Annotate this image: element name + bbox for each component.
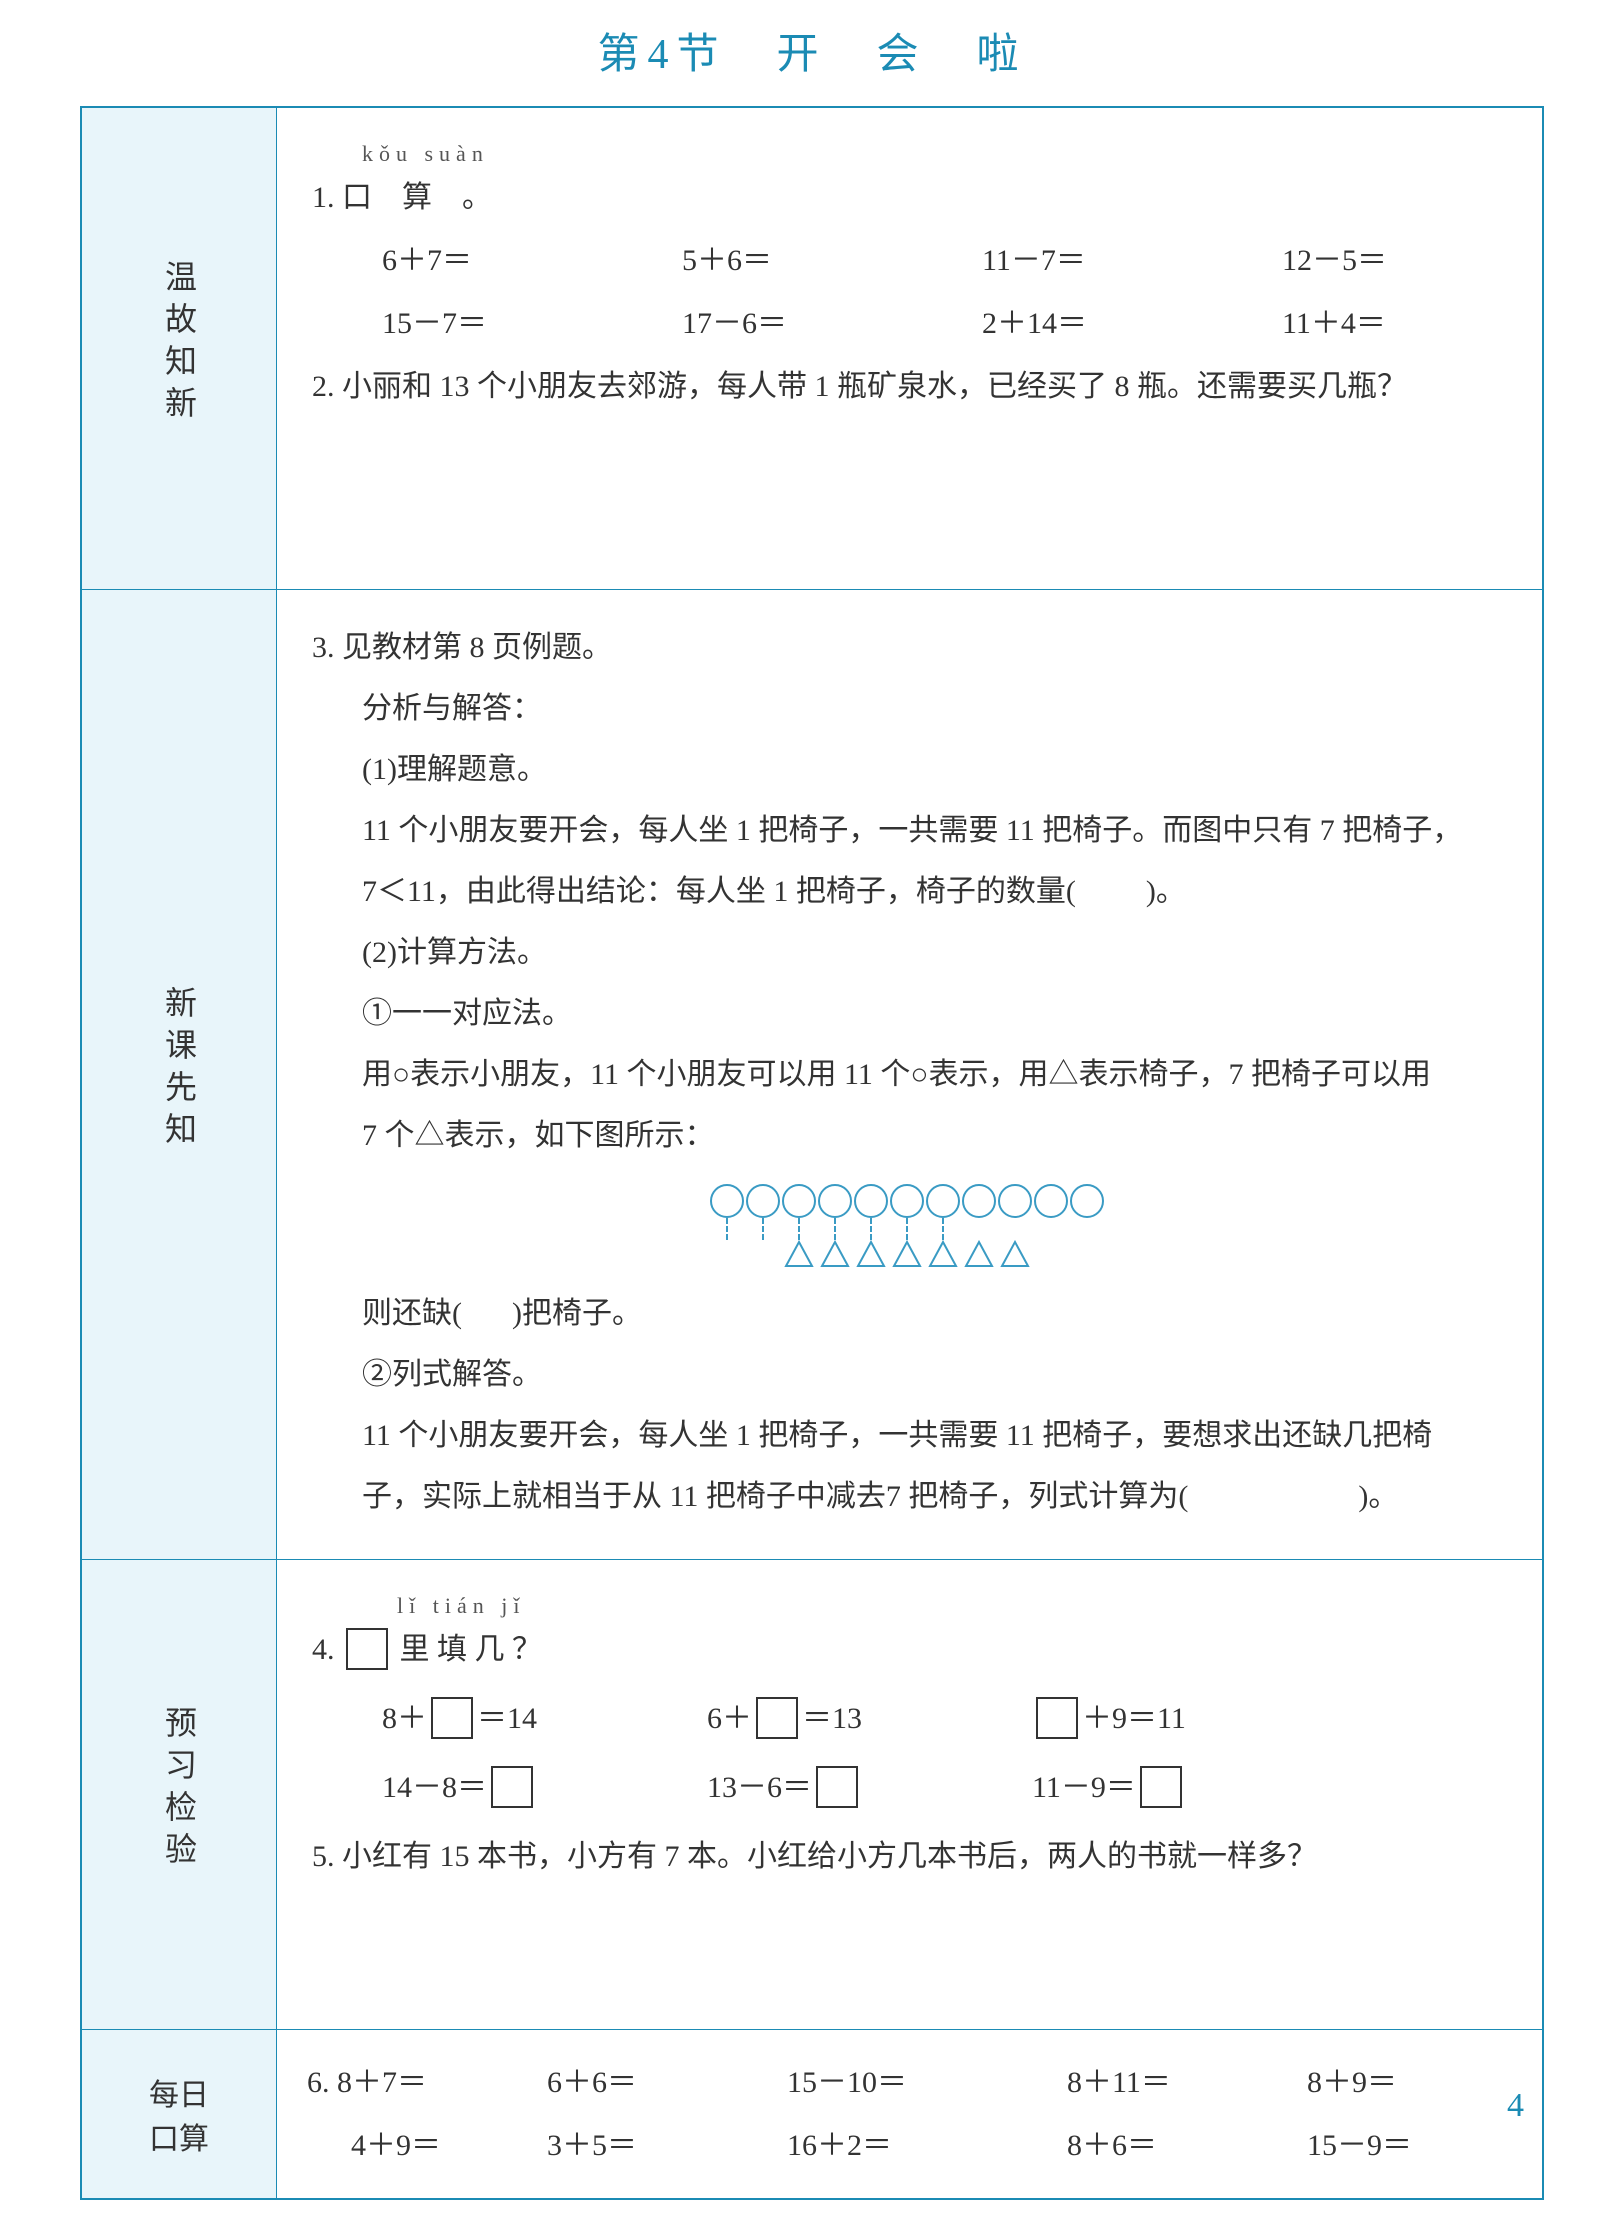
m1-line2: 7 个△表示，如下图所示：	[362, 1107, 1512, 1164]
eq: 16＋2＝	[787, 2117, 1027, 2174]
eq: 6＋7＝	[382, 232, 602, 289]
connector	[1034, 1218, 1068, 1240]
m1-line1: 用○表示小朋友，11 个小朋友可以用 11 个○表示，用△表示椅子，7 把椅子可…	[362, 1046, 1512, 1103]
m1-conclude: 则还缺()把椅子。	[362, 1285, 1512, 1342]
q4-title: 4. 里 填 几 ？	[312, 1621, 1512, 1678]
section-label-4: 每日 口算	[81, 2029, 277, 2199]
eq: 8＋6＝	[1067, 2117, 1267, 2174]
eq: 3＋5＝	[547, 2117, 747, 2174]
blank-box	[1036, 1697, 1078, 1739]
triangle-icon	[854, 1240, 888, 1270]
eq: 6＋6＝	[547, 2054, 747, 2111]
blank-box	[431, 1697, 473, 1739]
q1-row-2: 15－7＝ 17－6＝ 2＋14＝ 11＋4＝	[382, 295, 1512, 352]
fill-eq: 8＋＝14	[382, 1690, 537, 1747]
connect-row	[302, 1218, 1512, 1240]
q1-row-1: 6＋7＝ 5＋6＝ 11－7＝ 12－5＝	[382, 232, 1512, 289]
p1-line2: 7＜11，由此得出结论：每人坐 1 把椅子，椅子的数量()。	[362, 863, 1512, 920]
section-1-content: kǒu suàn 1. 口 算 。 6＋7＝ 5＋6＝ 11－7＝ 12－5＝ …	[277, 107, 1544, 589]
q3-title: 3. 见教材第 8 页例题。	[312, 619, 1512, 676]
triangle-icon	[782, 1240, 816, 1270]
eq: 8＋9＝	[1307, 2054, 1507, 2111]
p2-label: (2)计算方法。	[362, 924, 1512, 981]
section-3-content: lǐ tián jǐ 4. 里 填 几 ？ 8＋＝14 6＋＝13 ＋9＝11 …	[277, 1559, 1544, 2029]
circle-icon	[782, 1184, 816, 1218]
triangle-icon	[818, 1240, 852, 1270]
m2-line1: 11 个小朋友要开会，每人坐 1 把椅子，一共需要 11 把椅子，要想求出还缺几…	[362, 1407, 1512, 1464]
connector	[998, 1218, 1032, 1240]
connector	[746, 1218, 780, 1240]
circle-icon	[962, 1184, 996, 1218]
triangle-icon	[962, 1240, 996, 1270]
circle-icon	[890, 1184, 924, 1218]
section-label-1: 温故知新	[81, 107, 277, 589]
analysis-label: 分析与解答：	[362, 680, 1512, 737]
connector	[926, 1218, 960, 1240]
eq: 2＋14＝	[982, 295, 1202, 352]
triangle-icon	[890, 1240, 924, 1270]
blank-box	[756, 1697, 798, 1739]
eq: 17－6＝	[682, 295, 902, 352]
eq: 15－10＝	[787, 2054, 1027, 2111]
triangle-icon	[926, 1240, 960, 1270]
circle-icon	[818, 1184, 852, 1218]
q1-title: 1. 口 算 。	[312, 169, 1512, 226]
circle-icon	[998, 1184, 1032, 1218]
connector	[782, 1218, 816, 1240]
eq: 11－7＝	[982, 232, 1202, 289]
circle-icon	[1070, 1184, 1104, 1218]
fill-eq: 11－9＝	[1032, 1759, 1186, 1816]
eq: 8＋11＝	[1067, 2054, 1267, 2111]
box-icon	[346, 1628, 388, 1670]
m1-label: ①一一对应法。	[362, 985, 1512, 1042]
m2-label: ②列式解答。	[362, 1346, 1512, 1403]
section-4-content: 6. 8＋7＝ 6＋6＝ 15－10＝ 8＋11＝ 8＋9＝ 4＋9＝ 3＋5＝…	[277, 2029, 1544, 2199]
fill-eq: 6＋＝13	[707, 1690, 862, 1747]
q6-row-2: 4＋9＝ 3＋5＝ 16＋2＝ 8＋6＝ 15－9＝	[351, 2117, 1522, 2174]
circle-icon	[854, 1184, 888, 1218]
triangle-icon	[998, 1240, 1032, 1270]
eq: 11＋4＝	[1282, 295, 1502, 352]
blank-box	[1140, 1766, 1182, 1808]
eq: 4＋9＝	[351, 2117, 507, 2174]
circle-icon	[926, 1184, 960, 1218]
connector	[962, 1218, 996, 1240]
fill-eq: ＋9＝11	[1032, 1690, 1186, 1747]
circle-icon	[746, 1184, 780, 1218]
section-label-2: 新课先知	[81, 589, 277, 1559]
q2-text: 2. 小丽和 13 个小朋友去郊游，每人带 1 瓶矿泉水，已经买了 8 瓶。还需…	[312, 358, 1512, 415]
connector	[1070, 1218, 1104, 1240]
q6-row-1: 6. 8＋7＝ 6＋6＝ 15－10＝ 8＋11＝ 8＋9＝	[307, 2054, 1522, 2111]
eq: 15－9＝	[1307, 2117, 1507, 2174]
worksheet-table: 温故知新 kǒu suàn 1. 口 算 。 6＋7＝ 5＋6＝ 11－7＝ 1…	[80, 106, 1544, 2200]
connector	[710, 1218, 744, 1240]
page-number: 4	[1507, 2087, 1524, 2125]
circle-icon	[710, 1184, 744, 1218]
p1-label: (1)理解题意。	[362, 741, 1512, 798]
m2-line2: 子，实际上就相当于从 11 把椅子中减去7 把椅子，列式计算为()。	[362, 1468, 1512, 1525]
correspondence-diagram	[302, 1184, 1512, 1270]
blank-box	[816, 1766, 858, 1808]
fill-eq: 14－8＝	[382, 1759, 537, 1816]
section-label-3: 预习检验	[81, 1559, 277, 2029]
blank-box	[491, 1766, 533, 1808]
eq: 15－7＝	[382, 295, 602, 352]
circles-row	[302, 1184, 1512, 1218]
q4-row-2: 14－8＝ 13－6＝ 11－9＝	[382, 1759, 1512, 1816]
q4-row-1: 8＋＝14 6＋＝13 ＋9＝11	[382, 1690, 1512, 1747]
connector	[890, 1218, 924, 1240]
connector	[854, 1218, 888, 1240]
q5-text: 5. 小红有 15 本书，小方有 7 本。小红给小方几本书后，两人的书就一样多？	[312, 1828, 1512, 1885]
fill-eq: 13－6＝	[707, 1759, 862, 1816]
connector	[818, 1218, 852, 1240]
eq: 5＋6＝	[682, 232, 902, 289]
circle-icon	[1034, 1184, 1068, 1218]
eq: 6. 8＋7＝	[307, 2054, 507, 2111]
eq: 12－5＝	[1282, 232, 1502, 289]
page-title: 第4节 开 会 啦	[80, 20, 1544, 81]
p1-line1: 11 个小朋友要开会，每人坐 1 把椅子，一共需要 11 把椅子。而图中只有 7…	[362, 802, 1512, 859]
triangles-row	[302, 1240, 1512, 1270]
section-2-content: 3. 见教材第 8 页例题。 分析与解答： (1)理解题意。 11 个小朋友要开…	[277, 589, 1544, 1559]
